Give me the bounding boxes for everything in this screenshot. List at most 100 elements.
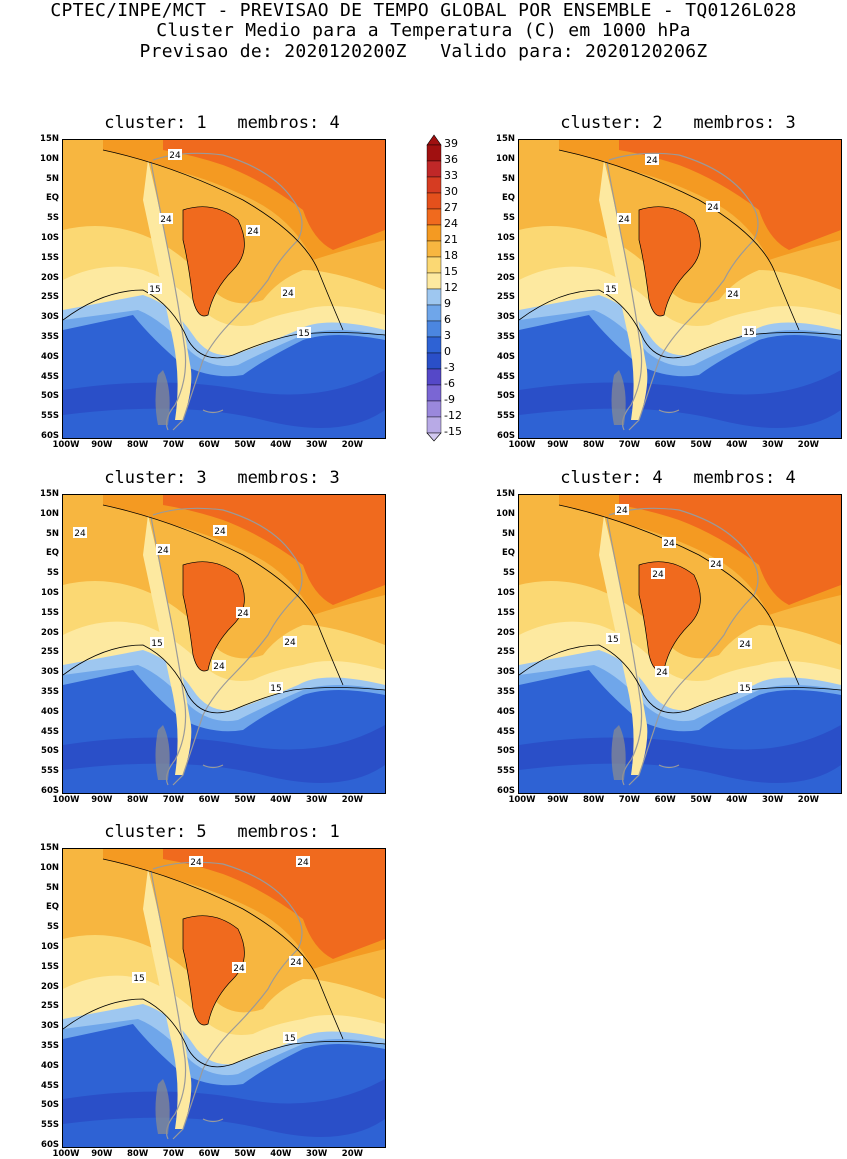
lon-tick-label: 40W: [726, 440, 748, 450]
colorbar-top-arrow: [426, 134, 442, 146]
lat-tick-label: EQ: [501, 193, 515, 204]
lat-tick-label: 55S: [41, 766, 59, 777]
colorbar-label: 18: [444, 249, 458, 262]
lat-tick-label: 15N: [496, 134, 515, 144]
lat-tick-label: 45S: [497, 726, 515, 737]
temperature-map-1: 24 24 24 24 15 15: [63, 140, 385, 438]
lon-tick-label: 60W: [654, 795, 676, 805]
lat-tick-label: 45S: [41, 1080, 59, 1091]
lon-tick-label: 20W: [797, 795, 819, 805]
lon-tick-label: 50W: [234, 795, 256, 805]
svg-text:15: 15: [743, 328, 754, 338]
panel-title-5: cluster: 5 membros: 1: [104, 822, 340, 842]
lat-tick-label: 55S: [497, 766, 515, 777]
lon-tick-label: 20W: [341, 440, 363, 450]
lat-tick-label: 5S: [502, 568, 515, 579]
lat-tick-label: 60S: [41, 1140, 59, 1150]
contour-label: 15: [132, 972, 146, 984]
colorbar-segment: [426, 304, 442, 322]
lat-tick-label: 20S: [41, 272, 59, 283]
colorbar-label: -15: [444, 425, 462, 438]
svg-text:24: 24: [652, 570, 664, 580]
svg-text:24: 24: [646, 156, 658, 166]
colorbar-label: -9: [444, 393, 455, 406]
colorbar-segment: [426, 272, 442, 290]
contour-label: 24: [156, 544, 170, 556]
contour-label: 24: [168, 149, 182, 161]
temperature-map-2: 24 24 24 24 15 15: [519, 140, 841, 438]
map-panel-1: 24 24 24 24 15 15: [62, 139, 386, 439]
lat-tick-label: EQ: [45, 548, 59, 559]
lon-tick-label: 80W: [126, 440, 149, 450]
svg-text:15: 15: [149, 285, 160, 295]
lat-tick-label: 45S: [41, 726, 59, 737]
contour-label: 15: [150, 637, 164, 649]
panel-title-1: cluster: 1 membros: 4: [104, 113, 340, 133]
lat-tick-label: 45S: [41, 371, 59, 382]
svg-text:24: 24: [169, 151, 181, 161]
lat-tick-label: 20S: [41, 627, 59, 638]
colorbar-segment: [426, 240, 442, 258]
lat-tick-label: 40S: [41, 1060, 59, 1071]
lon-tick-label: 50W: [690, 795, 712, 805]
lat-tick-label: 5S: [46, 568, 59, 579]
contour-label: 24: [289, 956, 303, 968]
lat-tick-label: 50S: [41, 1100, 59, 1111]
lat-tick-label: 15S: [41, 252, 59, 263]
lon-tick-label: 80W: [582, 440, 605, 450]
contour-label: 15: [742, 326, 756, 338]
svg-text:24: 24: [157, 546, 169, 556]
panel-title-4: cluster: 4 membros: 4: [560, 468, 796, 488]
colorbar: 39 36 33 30 27 24 21 18 15 12 9 6 3 0 -3 -6 -9 -12 -15: [424, 133, 464, 443]
contour-label: 24: [212, 660, 226, 672]
lat-tick-label: 15N: [40, 134, 59, 144]
lat-tick-label: 60S: [497, 431, 515, 441]
lat-tick-label: 50S: [41, 746, 59, 757]
lat-tick-label: 10S: [41, 233, 59, 243]
colorbar-label: 30: [444, 185, 458, 198]
header-line-2: Cluster Medio para a Temperatura (C) em …: [156, 20, 691, 41]
lat-tick-label: 35S: [41, 1041, 59, 1051]
lat-tick-label: 25S: [497, 647, 515, 658]
temperature-map-4: 24 24 24 24 24 24 15 15: [519, 495, 841, 793]
lat-tick-label: 15S: [41, 607, 59, 618]
lon-tick-label: 100W: [52, 1149, 80, 1159]
lat-tick-label: 35S: [41, 332, 59, 342]
svg-text:24: 24: [213, 662, 225, 672]
contour-label: 24: [706, 201, 720, 213]
colorbar-segment: [426, 288, 442, 306]
lat-tick-label: 5N: [501, 173, 515, 184]
svg-text:24: 24: [663, 539, 675, 549]
lat-tick-label: 5N: [45, 528, 59, 539]
contour-label: 15: [269, 682, 283, 694]
lat-tick-label: 25S: [41, 647, 59, 658]
lon-tick-label: 20W: [341, 1149, 363, 1159]
lon-tick-label: 100W: [52, 440, 80, 450]
contour-label: 15: [738, 682, 752, 694]
lat-tick-label: 30S: [41, 667, 59, 678]
svg-text:24: 24: [284, 638, 296, 648]
contour-label: 24: [651, 568, 665, 580]
colorbar-label: 39: [444, 137, 458, 150]
colorbar-label: -6: [444, 377, 455, 390]
lat-tick-label: 5S: [46, 922, 59, 933]
lat-tick-label: 40S: [41, 351, 59, 362]
svg-text:24: 24: [233, 964, 245, 974]
temperature-map-3: 24 24 24 24 24 24 15 15: [63, 495, 385, 793]
lon-tick-label: 70W: [162, 795, 184, 805]
lon-tick-label: 100W: [52, 795, 80, 805]
lat-tick-label: 30S: [497, 312, 515, 323]
lon-tick-label: 40W: [726, 795, 748, 805]
contour-label: 24: [281, 287, 295, 299]
contour-label: 24: [617, 213, 631, 225]
colorbar-label: 36: [444, 153, 458, 166]
contour-label: 24: [655, 666, 669, 678]
lat-tick-label: 55S: [41, 411, 59, 422]
temperature-map-5: 24 24 24 24 15 15: [63, 849, 385, 1147]
colorbar-bottom-arrow: [426, 432, 442, 442]
lat-tick-label: 60S: [497, 786, 515, 796]
lat-tick-label: 20S: [41, 981, 59, 992]
lon-tick-label: 30W: [305, 440, 328, 450]
lat-tick-label: 35S: [41, 687, 59, 697]
lon-tick-label: 90W: [91, 440, 113, 450]
